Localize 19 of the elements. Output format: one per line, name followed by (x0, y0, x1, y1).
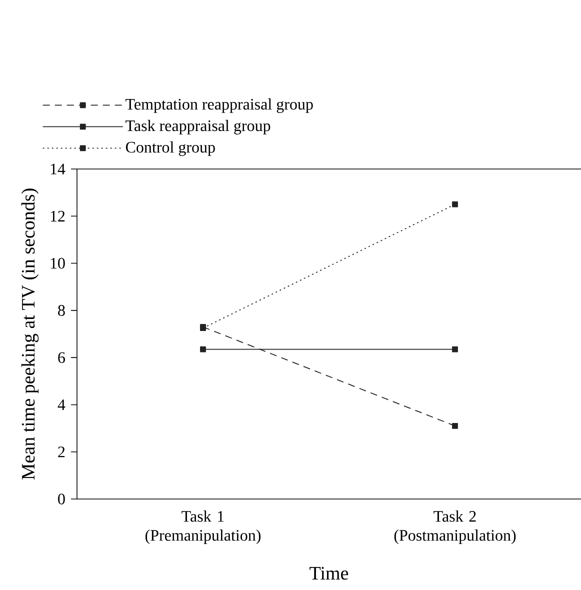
y-tick-label: 2 (58, 446, 65, 458)
y-axis-title: Mean time peeking at TV (in seconds) (21, 188, 39, 480)
legend-label: Control group (126, 141, 215, 156)
x-axis-title: Time (310, 566, 348, 580)
x-tick-label: Task 2 (Postmanipulation) (394, 510, 516, 544)
y-tick-label: 14 (50, 164, 66, 174)
y-tick-label: 12 (50, 210, 65, 222)
legend-label: Task reappraisal group (126, 120, 270, 134)
point (200, 346, 206, 352)
y-tick-label: 4 (58, 399, 66, 410)
legend-label: Temptation reappraisal group (126, 98, 313, 113)
point (452, 422, 458, 429)
point (452, 346, 458, 352)
x-tick-label: Task 1 (Premanipulation) (145, 510, 261, 544)
y-tick-label: 10 (50, 258, 65, 269)
y-tick-label: 8 (58, 305, 65, 316)
y-tick-label: 0 (58, 494, 65, 504)
y-tick-label: 6 (58, 352, 65, 363)
point (452, 201, 458, 208)
